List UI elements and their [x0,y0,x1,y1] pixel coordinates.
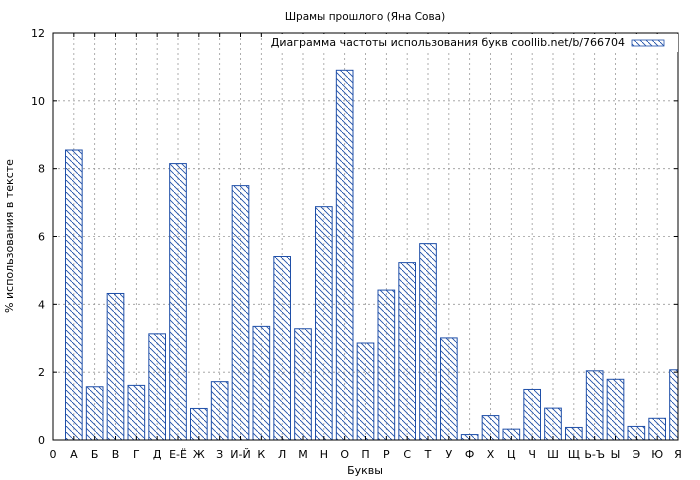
x-tick-label: З [216,448,223,461]
x-tick-label: М [298,448,308,461]
bars [65,69,679,441]
x-tick-label: Х [487,448,495,461]
y-tick-label: 6 [38,231,45,244]
y-axis: 0 2 4 6 8 10 12 [31,27,678,447]
y-tick-label: 2 [38,366,45,379]
x-tick-label: В [112,448,120,461]
x-tick-label: Ю [651,448,663,461]
bar [335,69,354,441]
bar [190,407,208,441]
x-tick-label: О [340,448,349,461]
x-axis: 0 А Б В Г Д Е-Ё Ж З И-Й К Л М Н О П Р С Т У Ф Х Ц Ч Ш Щ Ь-Ъ Ы Э Ю Я [50,33,682,461]
x-tick-label: Р [383,448,390,461]
bar [585,370,604,441]
y-tick-label: 10 [31,95,45,108]
bar [669,369,679,441]
x-tick-label: Г [133,448,140,461]
grid [53,33,678,440]
x-tick-label: 0 [50,448,57,461]
x-tick-label: Ч [528,448,536,461]
bar [85,386,104,441]
x-tick-label: П [361,448,369,461]
bar [315,206,333,441]
x-tick-label: Ц [507,448,516,461]
bar [356,342,375,441]
x-tick-label: Е-Ё [169,448,187,461]
bar [606,378,625,441]
x-tick-label: К [257,448,265,461]
bar [210,381,229,441]
x-tick-label: У [445,448,452,461]
x-tick-label: Щ [568,448,580,461]
x-tick-label: Ь-Ъ [584,448,605,461]
y-tick-label: 0 [38,434,45,447]
x-tick-label: А [70,448,78,461]
bar [65,149,83,441]
legend-swatch [631,39,665,47]
x-tick-label: Т [424,448,432,461]
bar [377,289,396,441]
bar [148,333,166,441]
bar [231,185,250,441]
legend: Диаграмма частоты использования букв coo… [268,34,678,52]
bar [419,243,437,441]
x-tick-label: Я [674,448,682,461]
bar [273,256,292,441]
x-tick-label: Э [632,448,640,461]
x-tick-label: Б [91,448,99,461]
x-tick-label: Л [278,448,286,461]
bar [440,337,458,441]
y-tick-label: 8 [38,163,45,176]
bar [106,292,125,441]
x-tick-label: Ф [465,448,474,461]
y-tick-label: 4 [38,298,45,311]
legend-label: Диаграмма частоты использования букв coo… [271,36,625,49]
x-tick-label: Н [320,448,328,461]
bar [169,163,187,441]
x-tick-label: Ж [193,448,205,461]
bar [252,325,271,441]
x-tick-label: С [403,448,411,461]
bar [294,328,312,441]
chart-title: Шрамы прошлого (Яна Сова) [285,11,445,23]
x-axis-title: Буквы [347,464,383,477]
x-tick-label: Д [153,448,162,461]
bar [127,384,146,441]
bar [398,262,417,441]
x-tick-label: Ш [547,448,559,461]
legend-background [268,34,678,52]
x-tick-label: Ы [611,448,621,461]
bar [544,407,562,441]
bar [523,388,541,441]
y-axis-title: % использования в тексте [3,159,16,313]
y-tick-label: 12 [31,27,45,40]
x-tick-label: И-Й [230,448,250,461]
